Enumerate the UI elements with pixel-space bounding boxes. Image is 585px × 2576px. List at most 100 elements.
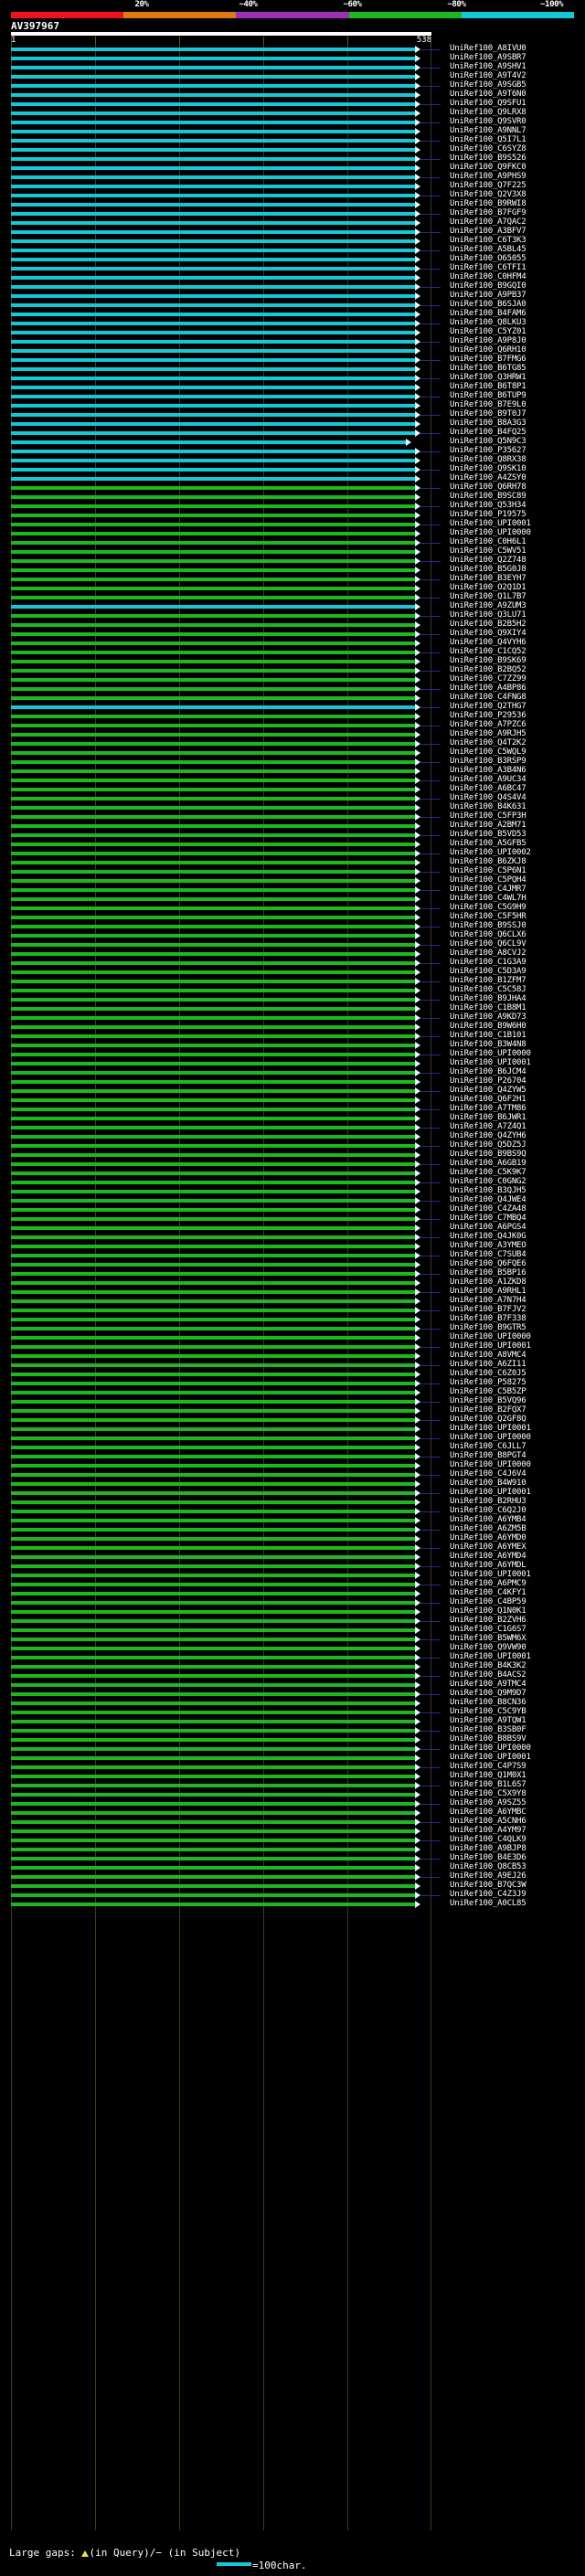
hsp-bar[interactable] <box>11 779 415 782</box>
alignment-row[interactable]: UniRef100_Q9M9D7 <box>0 1689 585 1699</box>
alignment-row[interactable]: UniRef100_B9T0J7 <box>0 409 585 419</box>
alignment-row[interactable]: UniRef100_Q9SFU1 <box>0 99 585 109</box>
subject-label[interactable]: UniRef100_B2ZVH6 <box>450 1616 526 1625</box>
hsp-bar[interactable] <box>11 1628 415 1632</box>
alignment-row[interactable]: UniRef100_C5WV51 <box>0 546 585 557</box>
hsp-bar[interactable] <box>11 806 415 810</box>
hsp-bar[interactable] <box>11 1711 415 1714</box>
alignment-row[interactable]: UniRef100_C4BP59 <box>0 1597 585 1607</box>
subject-label[interactable]: UniRef100_Q6CL9V <box>450 939 526 949</box>
alignment-row[interactable]: UniRef100_UPI0001 <box>0 519 585 529</box>
subject-label[interactable]: UniRef100_Q1M0X1 <box>450 1771 526 1780</box>
subject-label[interactable]: UniRef100_C6T3K3 <box>450 236 526 245</box>
hsp-bar[interactable] <box>11 1784 415 1787</box>
hsp-bar[interactable] <box>11 1884 415 1888</box>
subject-label[interactable]: UniRef100_A9BJP8 <box>450 1844 526 1853</box>
subject-label[interactable]: UniRef100_B4W910 <box>450 1479 526 1488</box>
subject-label[interactable]: UniRef100_B8CN36 <box>450 1698 526 1707</box>
hsp-bar[interactable] <box>11 331 415 334</box>
hsp-bar[interactable] <box>11 1482 415 1486</box>
subject-label[interactable]: UniRef100_Q5DZ5J <box>450 1140 526 1150</box>
hsp-bar[interactable] <box>11 641 415 645</box>
subject-label[interactable]: UniRef100_B3W4N8 <box>450 1040 526 1049</box>
alignment-row[interactable]: UniRef100_Q9FKC0 <box>0 163 585 173</box>
alignment-row[interactable]: UniRef100_B6JCM4 <box>0 1067 585 1077</box>
hsp-bar[interactable] <box>11 596 415 599</box>
subject-label[interactable]: UniRef100_A6PGS4 <box>450 1223 526 1232</box>
hsp-bar[interactable] <box>11 1436 415 1440</box>
hsp-bar[interactable] <box>11 1839 415 1842</box>
subject-label[interactable]: UniRef100_C5C9YB <box>450 1707 526 1716</box>
subject-label[interactable]: UniRef100_A9SBR7 <box>450 53 526 62</box>
hsp-bar[interactable] <box>11 1080 415 1084</box>
hsp-bar[interactable] <box>11 1866 415 1870</box>
alignment-row[interactable]: UniRef100_Q4T2K2 <box>0 738 585 748</box>
hsp-bar[interactable] <box>11 833 415 837</box>
subject-label[interactable]: UniRef100_A0CL85 <box>450 1899 526 1908</box>
hsp-bar[interactable] <box>11 121 415 124</box>
subject-label[interactable]: UniRef100_B4E3D6 <box>450 1853 526 1862</box>
alignment-row[interactable]: UniRef100_B3W4N8 <box>0 1040 585 1050</box>
hsp-bar[interactable] <box>11 925 415 928</box>
hsp-bar[interactable] <box>11 57 415 60</box>
alignment-row[interactable]: UniRef100_B4FQ25 <box>0 428 585 438</box>
subject-label[interactable]: UniRef100_C4KFY1 <box>450 1588 526 1597</box>
hsp-bar[interactable] <box>11 1464 415 1468</box>
hsp-bar[interactable] <box>11 1363 415 1367</box>
subject-label[interactable]: UniRef100_B7E9L0 <box>450 400 526 409</box>
hsp-bar[interactable] <box>11 568 415 572</box>
hsp-bar[interactable] <box>11 897 415 901</box>
alignment-row[interactable]: UniRef100_Q5DZ5J <box>0 1140 585 1150</box>
subject-label[interactable]: UniRef100_Q4VYH6 <box>450 638 526 647</box>
subject-label[interactable]: UniRef100_B7FGF9 <box>450 208 526 217</box>
alignment-row[interactable]: UniRef100_Q6CLX6 <box>0 930 585 940</box>
hsp-bar[interactable] <box>11 303 415 307</box>
hsp-bar[interactable] <box>11 514 415 517</box>
subject-label[interactable]: UniRef100_B7FMG6 <box>450 355 526 364</box>
subject-label[interactable]: UniRef100_A7N7H4 <box>450 1296 526 1305</box>
hsp-bar[interactable] <box>11 285 415 289</box>
subject-label[interactable]: UniRef100_Q8RX38 <box>450 455 526 464</box>
subject-label[interactable]: UniRef100_Q6RH78 <box>450 482 526 492</box>
subject-label[interactable]: UniRef100_A9ZUM3 <box>450 601 526 610</box>
alignment-row[interactable]: UniRef100_B4K631 <box>0 802 585 812</box>
alignment-row[interactable]: UniRef100_C0HFM4 <box>0 272 585 282</box>
subject-label[interactable]: UniRef100_C4P7S9 <box>450 1762 526 1771</box>
hsp-bar[interactable] <box>11 1519 415 1522</box>
subject-label[interactable]: UniRef100_C6SYZ8 <box>450 144 526 154</box>
alignment-row[interactable]: UniRef100_Q4ZYW5 <box>0 1086 585 1096</box>
subject-label[interactable]: UniRef100_UPI0001 <box>450 1058 531 1067</box>
hsp-bar[interactable] <box>11 1034 415 1038</box>
hsp-bar[interactable] <box>11 843 415 846</box>
subject-label[interactable]: UniRef100_B8PGT4 <box>450 1451 526 1460</box>
subject-label[interactable]: UniRef100_B6SJA0 <box>450 300 526 309</box>
alignment-row[interactable]: UniRef100_A6YMD4 <box>0 1552 585 1562</box>
alignment-row[interactable]: UniRef100_A6YMDL <box>0 1561 585 1571</box>
hsp-bar[interactable] <box>11 888 415 892</box>
hsp-bar[interactable] <box>11 906 415 910</box>
subject-label[interactable]: UniRef100_Q5N9C3 <box>450 437 526 446</box>
alignment-row[interactable]: UniRef100_A7PZC6 <box>0 720 585 730</box>
hsp-bar[interactable] <box>11 1738 415 1742</box>
hsp-bar[interactable] <box>11 998 415 1002</box>
hsp-bar[interactable] <box>11 422 415 426</box>
hsp-bar[interactable] <box>11 587 415 590</box>
alignment-row[interactable]: UniRef100_A3BFV7 <box>0 227 585 237</box>
subject-label[interactable]: UniRef100_A6PMC9 <box>450 1579 526 1588</box>
subject-label[interactable]: UniRef100_A9RJH5 <box>450 729 526 738</box>
hsp-bar[interactable] <box>11 1226 415 1230</box>
subject-label[interactable]: UniRef100_B9W6H0 <box>450 1022 526 1031</box>
subject-label[interactable]: UniRef100_C6Z0J5 <box>450 1369 526 1378</box>
subject-label[interactable]: UniRef100_B3QJH5 <box>450 1186 526 1195</box>
alignment-row[interactable]: UniRef100_Q4VYH6 <box>0 638 585 648</box>
hsp-bar[interactable] <box>11 185 415 188</box>
subject-label[interactable]: UniRef100_A3B4N6 <box>450 766 526 775</box>
alignment-row[interactable]: UniRef100_B9BS9Q <box>0 1150 585 1160</box>
hsp-bar[interactable] <box>11 550 415 554</box>
alignment-row[interactable]: UniRef100_UPI0001 <box>0 1652 585 1662</box>
subject-label[interactable]: UniRef100_UPI0000 <box>450 1049 531 1058</box>
subject-label[interactable]: UniRef100_Q8CB53 <box>450 1862 526 1871</box>
hsp-bar[interactable] <box>11 1574 415 1577</box>
alignment-row[interactable]: UniRef100_Q6RH10 <box>0 345 585 355</box>
alignment-row[interactable]: UniRef100_A6PMC9 <box>0 1579 585 1589</box>
